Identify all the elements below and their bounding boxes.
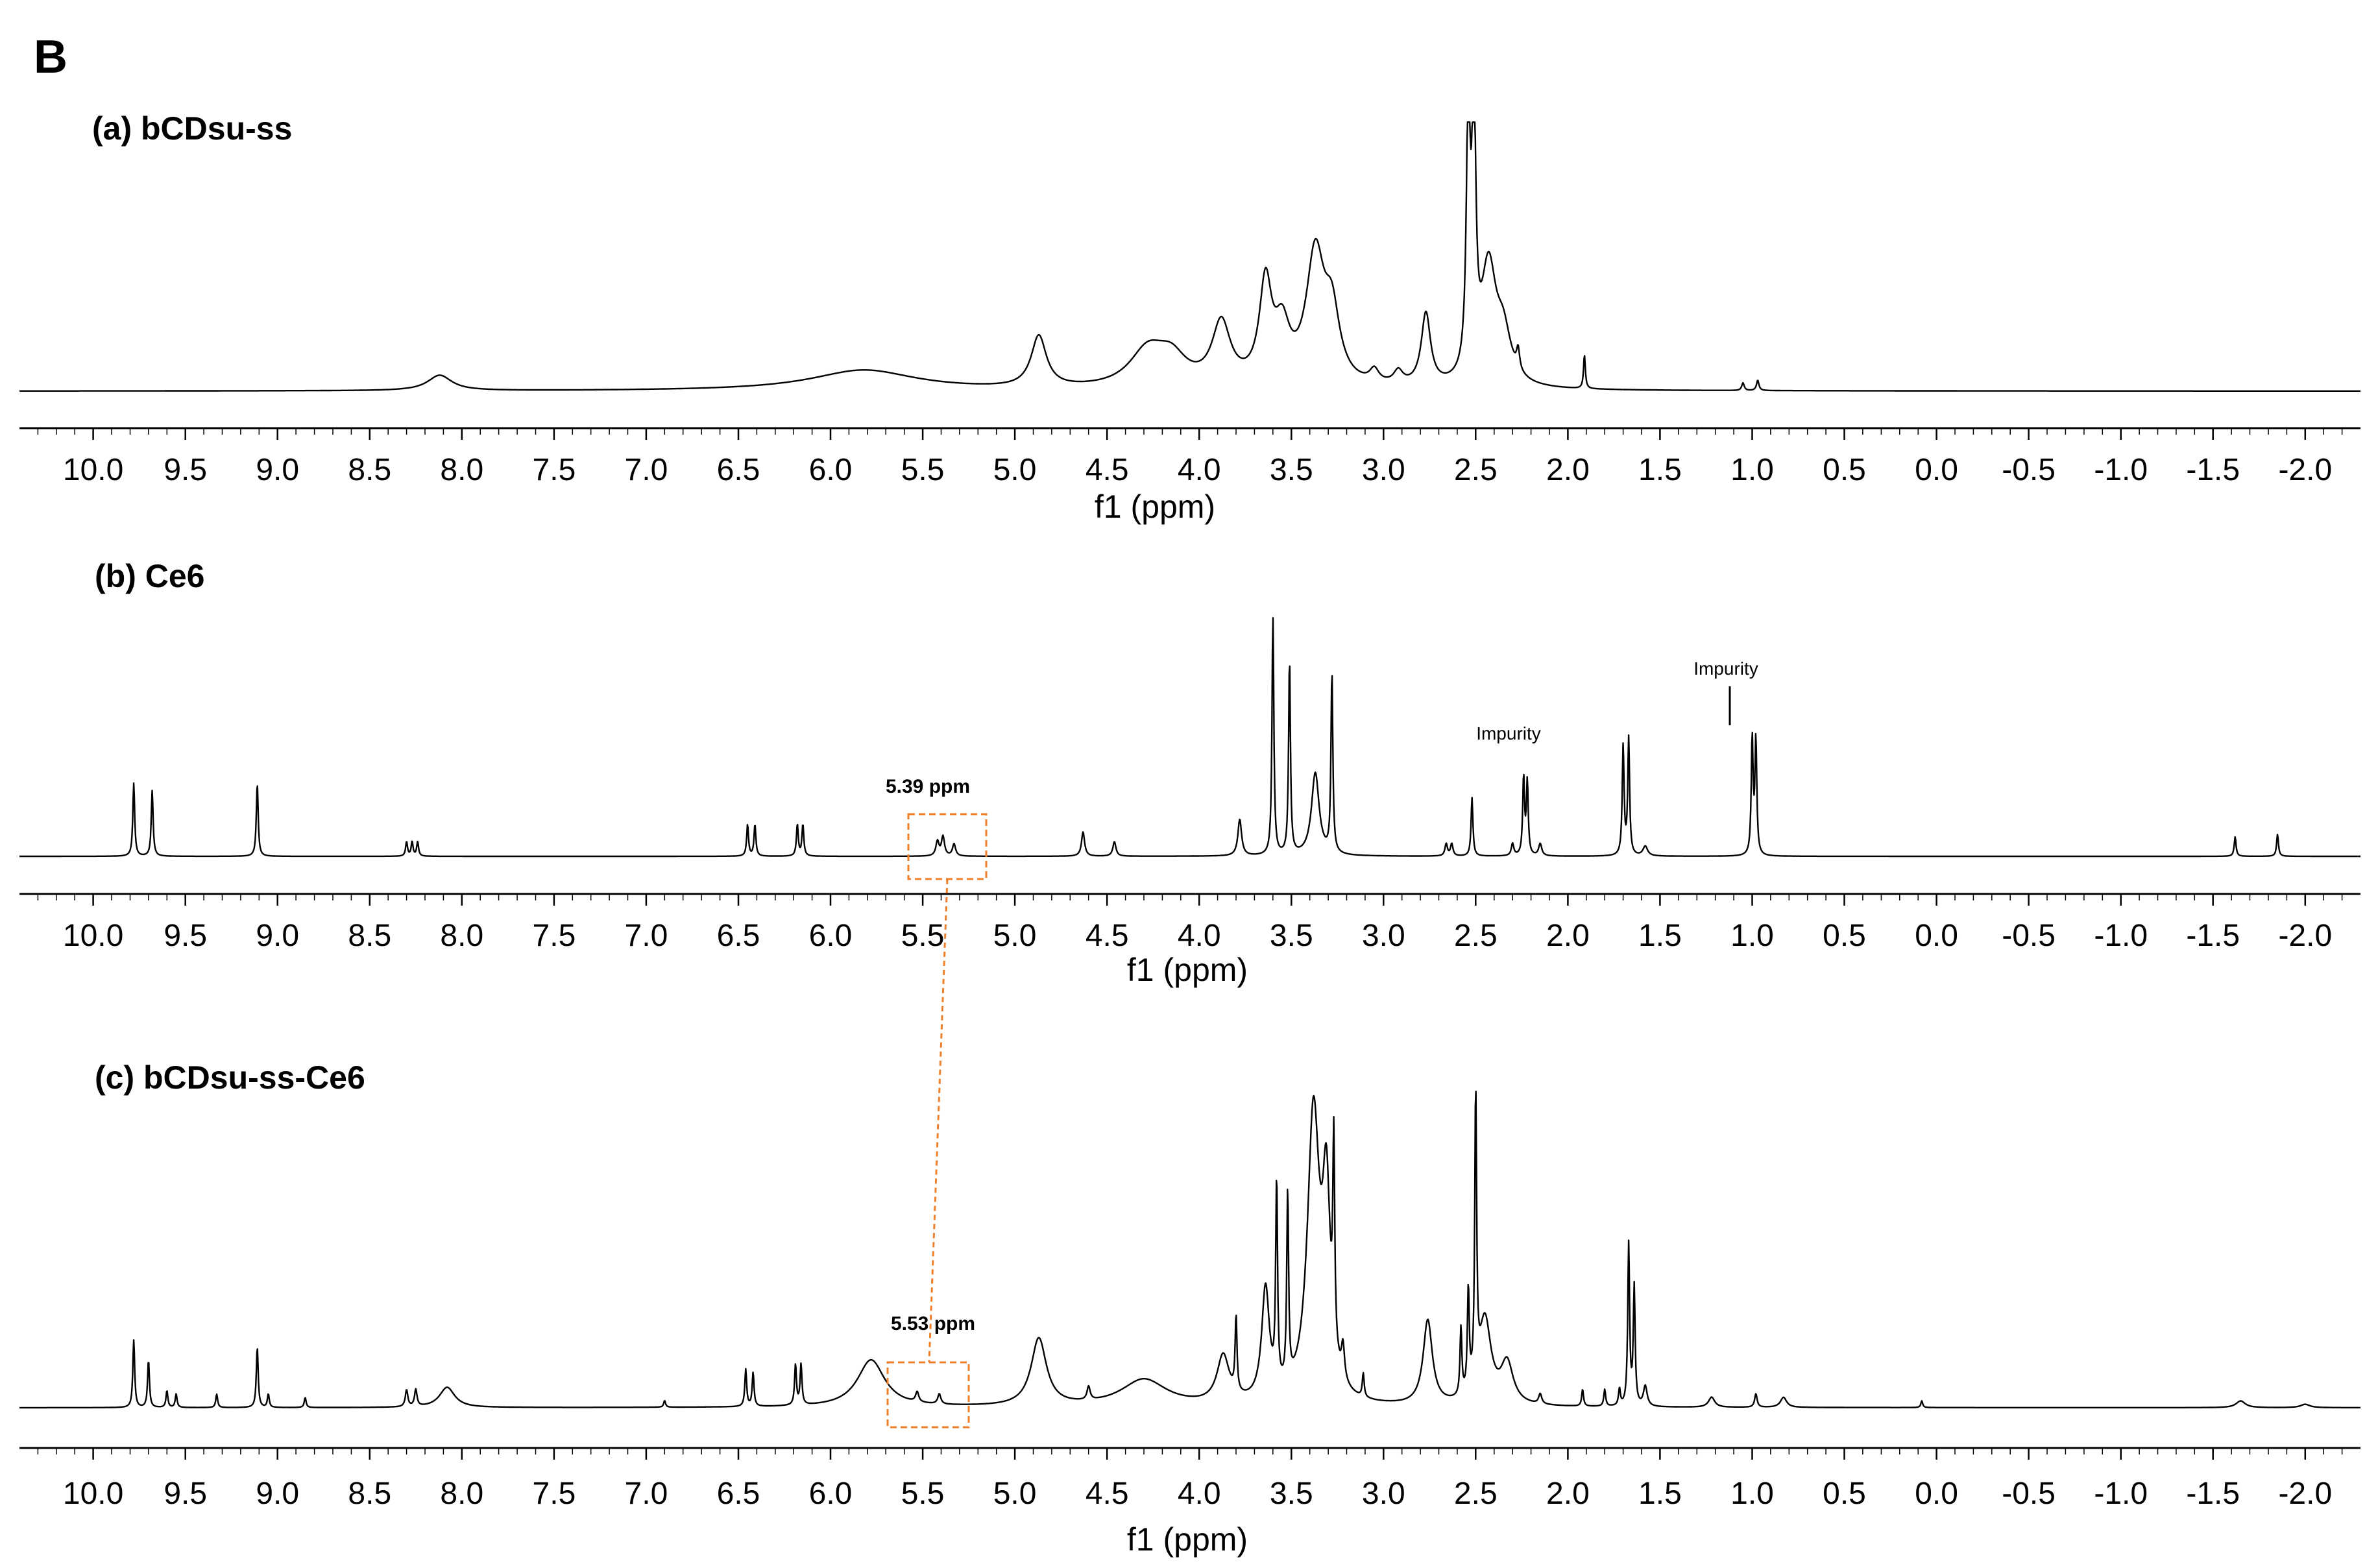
peak-label-5-39: 5.39 ppm: [886, 776, 970, 797]
tick-label: 0.0: [1915, 1477, 1958, 1511]
tick-label: 0.5: [1823, 919, 1866, 953]
tick-label: 6.5: [717, 1477, 760, 1511]
spectrum-trace-c: [19, 1091, 2361, 1409]
tick-label: -1.0: [2094, 1477, 2148, 1511]
tick-label: 3.0: [1362, 453, 1405, 487]
tick-label: 8.0: [440, 453, 483, 487]
x-ticks-b: 10.0 9.5 9.0 8.5 8.0 7.5 7.0 6.5 6.0 5.5 5.0 4.5 4.0…: [37, 894, 2343, 953]
tick-label: 0.0: [1915, 453, 1958, 487]
peak-label-5-53: 5.53 ppm: [891, 1313, 975, 1334]
highlight-connector: [928, 878, 949, 1363]
tick-label: 7.0: [625, 1477, 668, 1511]
x-ticks-c: 10.0 9.5 9.0 8.5 8.0 7.5 7.0 6.5 6.0 5.5 5.0 4.5 4.0…: [37, 1448, 2343, 1511]
tick-label: 1.5: [1638, 919, 1682, 953]
spectrum-panel-c: (c) bCDsu-ss-Ce6 10.0 9.5 9.0 8.5 8.0 7.5 7.0 6…: [19, 1059, 2361, 1558]
tick-label: 0.5: [1823, 1477, 1866, 1511]
tick-label: 5.5: [901, 1477, 945, 1511]
tick-label: 4.5: [1086, 919, 1129, 953]
tick-label: 3.0: [1362, 1477, 1405, 1511]
tick-label: 5.0: [993, 919, 1037, 953]
x-axis-title-b: f1 (ppm): [1127, 952, 1248, 988]
tick-label: 4.5: [1086, 1477, 1129, 1511]
tick-label: 5.5: [901, 453, 945, 487]
tick-label: 10.0: [63, 1477, 123, 1511]
tick-label: 5.5: [901, 919, 945, 953]
tick-label: 4.0: [1178, 453, 1221, 487]
tick-label: 1.5: [1638, 1477, 1682, 1511]
impurity-label-2: Impurity: [1693, 658, 1758, 679]
tick-label: 10.0: [63, 453, 123, 487]
tick-label: 9.5: [164, 919, 207, 953]
tick-label: 0.0: [1915, 919, 1958, 953]
spectrum-trace-b: [19, 617, 2361, 858]
tick-label: 4.5: [1086, 453, 1129, 487]
x-axis-title-c: f1 (ppm): [1127, 1521, 1248, 1558]
spectrum-panel-a: (a) bCDsu-ss 10.0 9.5 9.0 8.5 8.0 7.5 7.0 6.5 6.…: [19, 110, 2361, 525]
tick-label: 7.5: [533, 919, 576, 953]
highlight-box-conjugate: [886, 1361, 970, 1429]
tick-label: 9.0: [256, 453, 299, 487]
tick-label: -1.5: [2186, 919, 2240, 953]
tick-label: -1.0: [2094, 453, 2148, 487]
panel-title-a: (a) bCDsu-ss: [92, 110, 292, 147]
tick-label: 2.0: [1546, 453, 1590, 487]
x-axis-title-a: f1 (ppm): [1095, 488, 1215, 525]
tick-label: 6.0: [809, 1477, 853, 1511]
tick-label: 2.5: [1454, 453, 1498, 487]
panel-title-c: (c) bCDsu-ss-Ce6: [95, 1059, 365, 1096]
panel-title-b: (b) Ce6: [95, 558, 204, 594]
tick-label: 0.5: [1823, 453, 1866, 487]
tick-label: 2.0: [1546, 919, 1590, 953]
tick-label: -1.5: [2186, 453, 2240, 487]
tick-label: 6.0: [809, 919, 853, 953]
tick-label: 7.5: [533, 453, 576, 487]
x-ticks-a: 10.0 9.5 9.0 8.5 8.0 7.5 7.0 6.5 6.0 5.5 5.0 4.5 4.0…: [37, 428, 2343, 487]
tick-label: 9.0: [256, 1477, 299, 1511]
tick-label: 6.5: [717, 919, 760, 953]
spectrum-panel-b: (b) Ce6 10.0 9.5 9.0 8.5 8.0 7.5 7.0 6.5 6.0 5.5 5…: [19, 558, 2361, 988]
tick-label: 3.5: [1270, 453, 1313, 487]
tick-label: 9.0: [256, 919, 299, 953]
tick-label: -1.0: [2094, 919, 2148, 953]
tick-label: 2.0: [1546, 1477, 1590, 1511]
tick-label: 3.5: [1270, 1477, 1313, 1511]
tick-label: 1.5: [1638, 453, 1682, 487]
highlight-box-ce6: [907, 813, 988, 880]
tick-label: 8.5: [348, 919, 391, 953]
tick-label: 9.5: [164, 453, 207, 487]
tick-label: -0.5: [2002, 1477, 2056, 1511]
tick-label: 1.0: [1730, 919, 1774, 953]
tick-label: 3.0: [1362, 919, 1405, 953]
tick-label: 3.5: [1270, 919, 1313, 953]
tick-label: 2.5: [1454, 919, 1498, 953]
tick-label: 6.5: [717, 453, 760, 487]
tick-label: 5.0: [993, 453, 1037, 487]
tick-label: 1.0: [1730, 453, 1774, 487]
tick-label: 9.5: [164, 1477, 207, 1511]
spectrum-trace-a: [19, 121, 2361, 392]
tick-label: -2.0: [2278, 453, 2332, 487]
panel-letter: B: [34, 31, 67, 83]
tick-label: 8.5: [348, 453, 391, 487]
tick-label: 8.0: [440, 919, 483, 953]
tick-label: -0.5: [2002, 919, 2056, 953]
tick-label: 1.0: [1730, 1477, 1774, 1511]
tick-label: -0.5: [2002, 453, 2056, 487]
tick-label: -2.0: [2278, 1477, 2332, 1511]
tick-label: 4.0: [1178, 1477, 1221, 1511]
tick-label: 5.0: [993, 1477, 1037, 1511]
tick-label: 8.0: [440, 1477, 483, 1511]
tick-label: 6.0: [809, 453, 853, 487]
tick-label: 7.0: [625, 919, 668, 953]
tick-label: -1.5: [2186, 1477, 2240, 1511]
tick-label: -2.0: [2278, 919, 2332, 953]
tick-label: 2.5: [1454, 1477, 1498, 1511]
tick-label: 7.5: [533, 1477, 576, 1511]
tick-label: 4.0: [1178, 919, 1221, 953]
tick-label: 7.0: [625, 453, 668, 487]
tick-label: 8.5: [348, 1477, 391, 1511]
tick-label: 10.0: [63, 919, 123, 953]
impurity-label-1: Impurity: [1476, 723, 1541, 743]
